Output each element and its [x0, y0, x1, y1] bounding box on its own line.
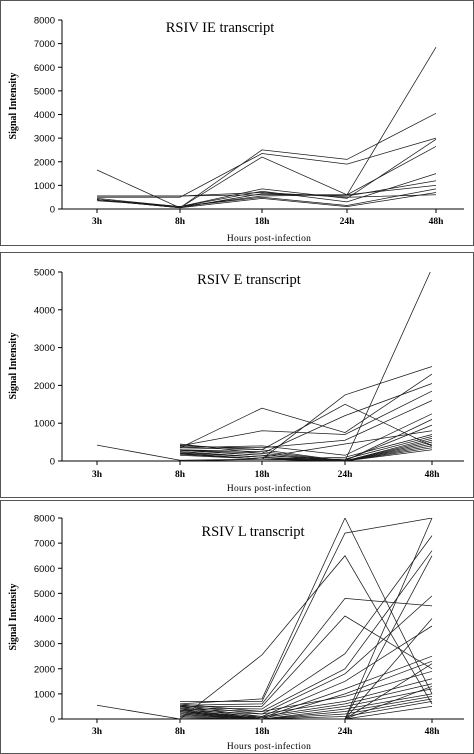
series-line: [179, 437, 433, 462]
x-tick-label: 3h: [92, 727, 103, 737]
y-axis-label: Signal Intensity: [8, 333, 19, 400]
series-line: [179, 390, 433, 447]
y-tick-label: 3000: [34, 639, 55, 650]
y-tick-label: 1000: [34, 689, 55, 700]
y-tick-label: 7000: [34, 39, 55, 50]
series-line: [179, 535, 433, 710]
y-tick-label: 2000: [34, 664, 55, 675]
y-tick-label: 4000: [34, 614, 55, 625]
series-group: [96, 272, 433, 462]
x-tick-label: 3h: [92, 217, 103, 227]
y-tick-label: 3000: [34, 134, 55, 145]
x-tick-label: 48h: [425, 470, 441, 480]
x-tick-label: 8h: [175, 217, 186, 227]
y-tick-label: 2000: [34, 381, 55, 392]
x-axis-label: Hours post-infection: [227, 483, 311, 494]
series-line: [179, 683, 433, 717]
chart-title: RSIV IE transcript: [166, 20, 274, 36]
x-tick-label: 18h: [255, 217, 271, 227]
series-line: [179, 518, 433, 705]
x-axis-label: Hours post-infection: [227, 233, 311, 244]
y-tick-label: 3000: [34, 343, 55, 354]
series-line: [96, 173, 437, 207]
y-tick-label: 1000: [34, 419, 55, 430]
chart-title: RSIV L transcript: [201, 524, 304, 540]
x-axis-label: Hours post-infection: [227, 741, 311, 752]
series-line: [96, 555, 433, 720]
chart-panel-1: 0 1000 2000 3000 4000 5000 6000 7000 8000 3h 8h 18h…: [0, 0, 474, 246]
series-line: [97, 137, 437, 198]
chart-panel-3: 0 1000 2000 3000 4000 5000 6000 7000 8000 3h 8h 18h…: [0, 500, 474, 754]
series-line: [179, 688, 433, 719]
series-group: [96, 518, 433, 720]
series-line: [179, 449, 433, 462]
y-tick-label: 5000: [34, 589, 55, 600]
series-line: [179, 445, 433, 462]
series-line: [179, 618, 433, 720]
x-tick-label: 48h: [429, 217, 445, 227]
y-tick-label: 2000: [34, 157, 55, 168]
chart-panel-2: 0 1000 2000 3000 4000 5000 3h 8h 18h 24h 48h RSIV E…: [0, 252, 474, 498]
series-line: [179, 701, 433, 720]
y-tick-label: 5000: [34, 86, 55, 97]
series-line: [179, 373, 433, 449]
series-line: [96, 188, 437, 207]
series-line: [179, 403, 433, 451]
series-line: [179, 678, 433, 715]
series-line: [96, 192, 437, 209]
x-tick-label: 3h: [92, 470, 103, 480]
y-axis-label: Signal Intensity: [8, 584, 19, 651]
series-group: [96, 47, 437, 209]
series-line: [179, 443, 433, 462]
series-line: [179, 595, 433, 715]
series-line: [179, 555, 433, 720]
y-tick-label: 6000: [34, 564, 55, 575]
series-line: [180, 706, 433, 720]
x-tick-label: 48h: [425, 727, 441, 737]
y-tick-label: 0: [50, 205, 55, 216]
y-tick-label: 1000: [34, 181, 55, 192]
series-line: [180, 518, 433, 702]
series-line: [180, 615, 433, 707]
x-tick-label: 24h: [338, 727, 354, 737]
series-line: [179, 447, 433, 462]
y-tick-label: 8000: [34, 16, 55, 27]
series-line: [179, 698, 433, 720]
x-tick-label: 24h: [340, 217, 356, 227]
series-line: [96, 185, 437, 207]
series-line: [179, 693, 433, 720]
y-tick-label: 7000: [34, 539, 55, 550]
series-line: [96, 112, 437, 209]
y-tick-label: 8000: [34, 514, 55, 525]
y-axis-label: Signal Intensity: [8, 73, 19, 140]
y-tick-label: 6000: [34, 63, 55, 74]
series-line: [179, 670, 433, 712]
x-tick-label: 18h: [255, 470, 271, 480]
chart-title: RSIV E transcript: [197, 272, 301, 288]
series-line: [179, 696, 433, 720]
y-tick-label: 4000: [34, 110, 55, 121]
x-tick-label: 8h: [175, 470, 186, 480]
x-tick-label: 24h: [338, 470, 354, 480]
x-tick-label: 8h: [175, 727, 186, 737]
y-tick-label: 5000: [34, 268, 55, 279]
y-tick-label: 0: [50, 457, 55, 468]
series-line: [179, 550, 433, 712]
series-line: [179, 598, 433, 706]
x-tick-label: 18h: [255, 727, 271, 737]
series-line: [179, 383, 433, 454]
y-tick-label: 0: [50, 715, 55, 726]
series-line: [97, 192, 437, 198]
y-tick-label: 4000: [34, 305, 55, 316]
series-line: [179, 419, 433, 462]
